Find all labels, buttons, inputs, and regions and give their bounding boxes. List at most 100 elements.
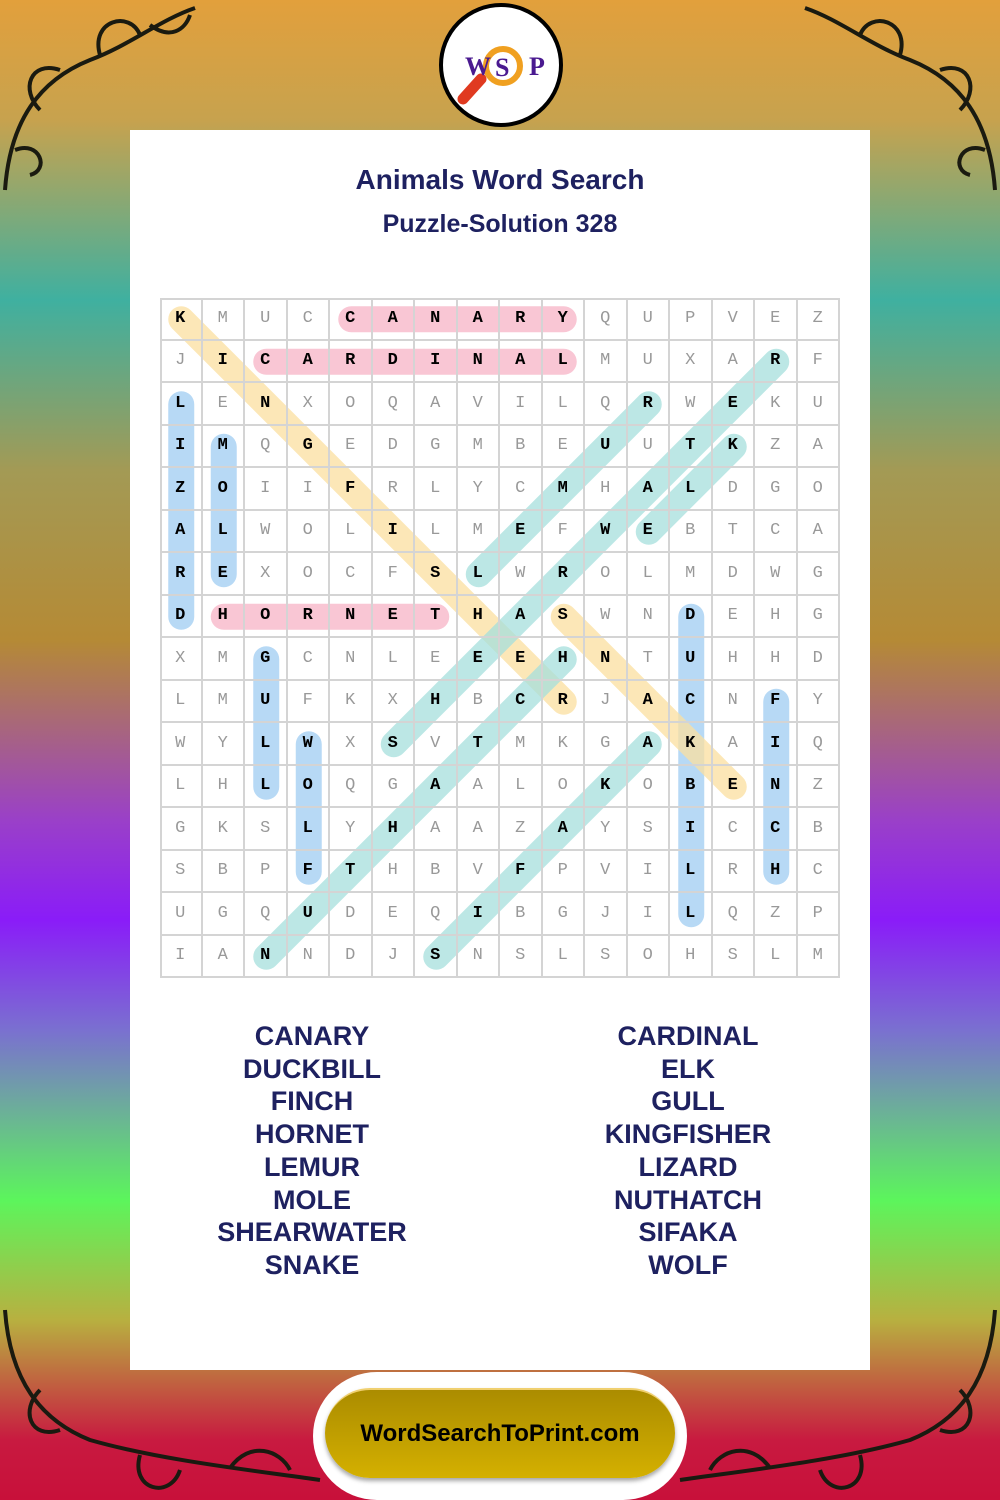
grid-cell[interactable]: Y: [542, 298, 585, 341]
grid-cell[interactable]: L: [287, 808, 330, 851]
grid-cell[interactable]: E: [202, 553, 245, 596]
grid-cell[interactable]: Z: [755, 893, 798, 936]
grid-cell[interactable]: G: [202, 893, 245, 936]
grid-cell[interactable]: A: [797, 510, 840, 553]
grid-cell[interactable]: Q: [245, 893, 288, 936]
grid-cell[interactable]: I: [160, 935, 203, 978]
grid-cell[interactable]: E: [372, 595, 415, 638]
grid-cell[interactable]: L: [542, 340, 585, 383]
grid-cell[interactable]: H: [585, 468, 628, 511]
grid-cell[interactable]: S: [627, 808, 670, 851]
grid-cell[interactable]: W: [287, 723, 330, 766]
grid-cell[interactable]: B: [500, 425, 543, 468]
grid-cell[interactable]: Q: [797, 723, 840, 766]
grid-cell[interactable]: H: [755, 638, 798, 681]
grid-cell[interactable]: X: [160, 638, 203, 681]
grid-cell[interactable]: I: [415, 340, 458, 383]
grid-cell[interactable]: W: [245, 510, 288, 553]
grid-cell[interactable]: S: [245, 808, 288, 851]
grid-cell[interactable]: R: [627, 383, 670, 426]
grid-cell[interactable]: S: [500, 935, 543, 978]
grid-cell[interactable]: A: [542, 808, 585, 851]
grid-cell[interactable]: H: [372, 808, 415, 851]
grid-cell[interactable]: V: [415, 723, 458, 766]
grid-cell[interactable]: K: [202, 808, 245, 851]
grid-cell[interactable]: H: [202, 765, 245, 808]
grid-cell[interactable]: Q: [585, 298, 628, 341]
grid-cell[interactable]: A: [500, 340, 543, 383]
grid-cell[interactable]: R: [500, 298, 543, 341]
grid-cell[interactable]: E: [542, 425, 585, 468]
grid-cell[interactable]: T: [712, 510, 755, 553]
grid-cell[interactable]: Y: [797, 680, 840, 723]
grid-cell[interactable]: L: [245, 765, 288, 808]
grid-cell[interactable]: W: [755, 553, 798, 596]
grid-cell[interactable]: V: [585, 850, 628, 893]
grid-cell[interactable]: C: [670, 680, 713, 723]
grid-cell[interactable]: J: [160, 340, 203, 383]
grid-cell[interactable]: H: [457, 595, 500, 638]
grid-cell[interactable]: Q: [415, 893, 458, 936]
grid-cell[interactable]: V: [457, 383, 500, 426]
grid-cell[interactable]: S: [415, 553, 458, 596]
grid-cell[interactable]: C: [245, 340, 288, 383]
grid-cell[interactable]: R: [160, 553, 203, 596]
grid-cell[interactable]: C: [287, 298, 330, 341]
grid-cell[interactable]: M: [202, 425, 245, 468]
grid-cell[interactable]: F: [542, 510, 585, 553]
grid-cell[interactable]: X: [670, 340, 713, 383]
grid-cell[interactable]: N: [585, 638, 628, 681]
grid-cell[interactable]: U: [160, 893, 203, 936]
grid-cell[interactable]: Z: [755, 425, 798, 468]
grid-cell[interactable]: W: [585, 595, 628, 638]
grid-cell[interactable]: N: [415, 298, 458, 341]
grid-cell[interactable]: H: [542, 638, 585, 681]
grid-cell[interactable]: A: [627, 680, 670, 723]
grid-cell[interactable]: B: [670, 510, 713, 553]
grid-cell[interactable]: G: [585, 723, 628, 766]
grid-cell[interactable]: U: [287, 893, 330, 936]
grid-cell[interactable]: Q: [330, 765, 373, 808]
grid-cell[interactable]: Q: [712, 893, 755, 936]
grid-cell[interactable]: R: [755, 340, 798, 383]
grid-cell[interactable]: I: [202, 340, 245, 383]
grid-cell[interactable]: J: [372, 935, 415, 978]
grid-cell[interactable]: I: [627, 850, 670, 893]
grid-cell[interactable]: U: [670, 638, 713, 681]
grid-cell[interactable]: X: [330, 723, 373, 766]
grid-cell[interactable]: N: [457, 935, 500, 978]
grid-cell[interactable]: D: [330, 935, 373, 978]
grid-cell[interactable]: L: [670, 850, 713, 893]
grid-cell[interactable]: C: [712, 808, 755, 851]
grid-cell[interactable]: V: [712, 298, 755, 341]
grid-cell[interactable]: M: [202, 298, 245, 341]
site-link[interactable]: WordSearchToPrint.com: [325, 1388, 675, 1478]
grid-cell[interactable]: F: [797, 340, 840, 383]
grid-cell[interactable]: S: [160, 850, 203, 893]
grid-cell[interactable]: M: [670, 553, 713, 596]
grid-cell[interactable]: M: [202, 638, 245, 681]
grid-cell[interactable]: M: [500, 723, 543, 766]
grid-cell[interactable]: L: [542, 383, 585, 426]
grid-cell[interactable]: M: [585, 340, 628, 383]
grid-cell[interactable]: A: [415, 383, 458, 426]
grid-cell[interactable]: Q: [245, 425, 288, 468]
grid-cell[interactable]: L: [670, 468, 713, 511]
grid-cell[interactable]: B: [415, 850, 458, 893]
grid-cell[interactable]: E: [627, 510, 670, 553]
grid-cell[interactable]: L: [627, 553, 670, 596]
grid-cell[interactable]: S: [415, 935, 458, 978]
grid-cell[interactable]: K: [585, 765, 628, 808]
grid-cell[interactable]: O: [542, 765, 585, 808]
grid-cell[interactable]: D: [797, 638, 840, 681]
grid-cell[interactable]: T: [415, 595, 458, 638]
grid-cell[interactable]: C: [287, 638, 330, 681]
grid-cell[interactable]: H: [755, 595, 798, 638]
grid-cell[interactable]: L: [500, 765, 543, 808]
grid-cell[interactable]: G: [797, 595, 840, 638]
grid-cell[interactable]: D: [712, 553, 755, 596]
grid-cell[interactable]: M: [797, 935, 840, 978]
grid-cell[interactable]: L: [542, 935, 585, 978]
grid-cell[interactable]: Z: [797, 298, 840, 341]
grid-cell[interactable]: P: [245, 850, 288, 893]
